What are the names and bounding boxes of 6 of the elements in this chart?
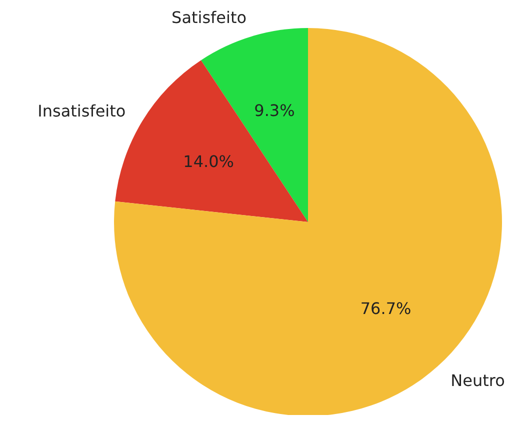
slice-label: Satisfeito — [172, 8, 247, 28]
data-label: 76.7% — [360, 299, 412, 318]
data-label: 14.0% — [183, 152, 234, 171]
slice-label: Neutro — [450, 371, 505, 390]
slice-label: Insatisfeito — [38, 102, 126, 121]
data-label: 9.3% — [254, 101, 295, 120]
